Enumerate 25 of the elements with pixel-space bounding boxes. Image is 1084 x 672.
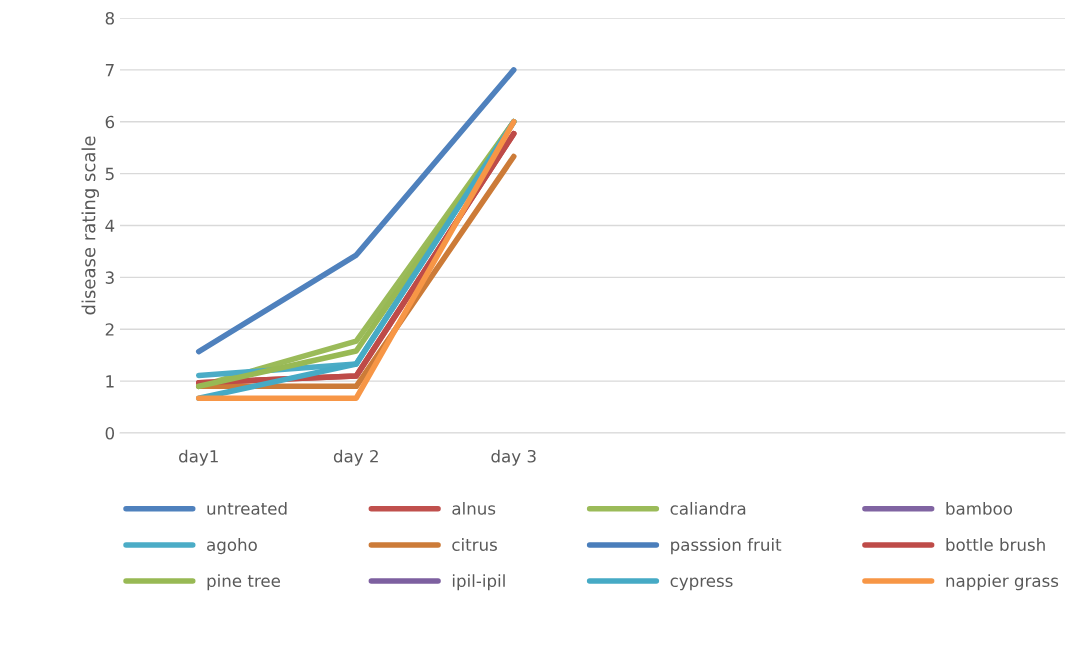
y-tick-label: 7 [105, 64, 114, 77]
x-tick-label: day 2 [333, 449, 378, 466]
y-tick-label: 5 [105, 167, 114, 181]
y-tick-label: 0 [105, 426, 115, 440]
y-tick-label: 4 [105, 219, 115, 232]
legend-label: ipil-ipil [452, 574, 505, 591]
legend-label: bamboo [946, 501, 1013, 515]
legend-label: cypress [670, 577, 733, 591]
x-tick-label: day 3 [491, 449, 536, 466]
legend-label: passsion fruit [671, 538, 782, 555]
y-tick-label: 1 [106, 375, 114, 388]
legend-label: nappier grass [946, 574, 1059, 591]
legend-label: caliandra [670, 501, 746, 515]
legend-label: untreated [207, 501, 287, 515]
y-tick-label: 6 [105, 115, 115, 129]
legend-label: pine tree [207, 574, 281, 591]
y-tick-label: 2 [105, 323, 114, 336]
y-tick-label: 8 [105, 11, 114, 25]
legend-label: citrus [452, 538, 497, 551]
legend-label: agoho [207, 538, 257, 555]
x-tick-label: day1 [179, 449, 218, 466]
legend-label: bottle brush [946, 538, 1045, 551]
legend-label: alnus [452, 501, 496, 515]
y-tick-label: 3 [105, 271, 114, 284]
y-axis-title: disease rating scale [81, 136, 99, 315]
